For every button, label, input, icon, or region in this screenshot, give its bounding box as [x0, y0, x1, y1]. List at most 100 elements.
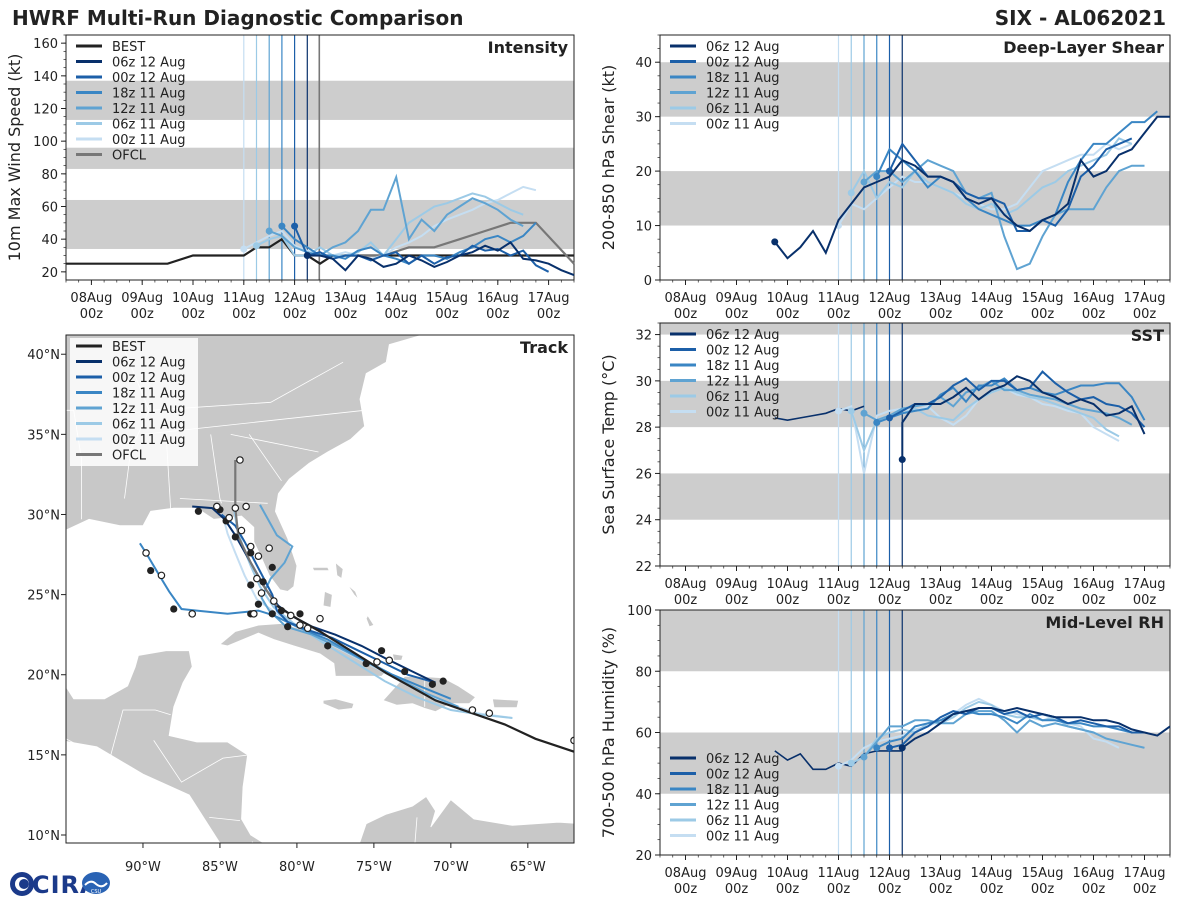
track-legend-label: BEST	[112, 340, 145, 355]
rh-xtick-hour: 00z	[878, 882, 902, 897]
intensity-legend-label: OFCL	[112, 149, 147, 164]
rh-run-start-1	[886, 744, 893, 752]
track-position-open	[242, 502, 250, 511]
rh-ytick-label: 100	[627, 604, 652, 619]
georgia-sc-border	[248, 434, 282, 482]
rh-run-start-5	[835, 762, 842, 770]
rh-xtick-day: 16Aug	[1073, 866, 1115, 881]
rh-xtick-hour: 00z	[827, 882, 851, 897]
sst-xtick-day: 10Aug	[767, 577, 809, 592]
sst-legend-label: 00z 12 Aug	[706, 344, 780, 359]
shear-ytick-label: 10	[635, 220, 652, 235]
shear-xtick-day: 16Aug	[1073, 291, 1115, 306]
land-mexico-central-america	[66, 650, 306, 843]
intensity-legend-label: 00z 12 Aug	[112, 71, 186, 86]
intensity-xtick-hour: 00z	[181, 307, 205, 322]
rh-panel: 2040608010008Aug00z09Aug00z10Aug00z11Aug…	[599, 604, 1171, 897]
shear-band-0	[660, 171, 1170, 226]
intensity-run-start-1	[291, 222, 299, 230]
shear-legend-label: 06z 11 Aug	[706, 102, 780, 117]
track-frame	[65, 334, 575, 844]
track-position-filled	[362, 659, 370, 668]
track-legend-label: 06z 11 Aug	[112, 418, 186, 433]
intensity-xtick-day: 15Aug	[426, 291, 468, 306]
sst-legend-label: 06z 11 Aug	[706, 390, 780, 405]
intensity-xtick-hour: 00z	[435, 307, 459, 322]
track-position-open	[236, 456, 244, 464]
shear-run-start-0	[771, 238, 779, 246]
intensity-run-start-5	[240, 245, 248, 253]
shear-xtick-hour: 00z	[827, 307, 851, 322]
track-position-filled	[401, 667, 409, 676]
rh-title: Mid-Level RH	[1045, 613, 1164, 632]
shear-xtick-hour: 00z	[776, 307, 800, 322]
track-position-filled	[428, 680, 436, 688]
shear-legend-label: 12z 11 Aug	[706, 87, 780, 102]
rh-xtick-day: 17Aug	[1124, 866, 1166, 881]
intensity-run-start-2	[278, 222, 286, 230]
rh-run-line-1	[889, 707, 1145, 749]
track-position-filled	[268, 563, 276, 571]
florida-border	[179, 498, 268, 504]
track-position-filled	[194, 507, 202, 515]
sst-xtick-hour: 00z	[878, 593, 902, 608]
shear-run-start-3	[860, 178, 868, 186]
shear-run-line-0	[774, 115, 1170, 260]
track-position-filled	[259, 578, 267, 586]
rh-xtick-day: 14Aug	[971, 866, 1013, 881]
intensity-run-line-4	[256, 192, 524, 258]
track-position-filled	[439, 677, 447, 685]
intensity-legend-label: BEST	[112, 40, 145, 55]
rh-run-line-2	[876, 710, 1145, 749]
rh-xtick-day: 08Aug	[665, 866, 707, 881]
track-position-open	[270, 597, 278, 605]
rh-xtick-day: 15Aug	[1022, 866, 1064, 881]
sst-ytick-label: 30	[635, 375, 652, 390]
sst-legend-label: 12z 11 Aug	[706, 375, 780, 390]
track-lon-label: 90°W	[125, 860, 161, 875]
honduras-border	[153, 740, 250, 783]
land-inagua	[391, 653, 404, 661]
track-lon-label: 85°W	[202, 860, 238, 875]
track-position-open	[250, 610, 258, 618]
intensity-ytick-label: 100	[33, 135, 58, 150]
nicaragua-border	[209, 817, 241, 821]
sst-xtick-day: 15Aug	[1022, 577, 1064, 592]
track-position-open	[468, 706, 477, 714]
shear-band-1	[660, 62, 1170, 117]
track-lat-label: 20°N	[27, 669, 60, 684]
track-position-open	[286, 611, 295, 620]
sst-xtick-day: 11Aug	[818, 577, 860, 592]
intensity-xtick-hour: 00z	[232, 307, 256, 322]
track-position-open	[373, 658, 381, 666]
intensity-run-line-0	[307, 241, 575, 277]
nc-sc-border	[230, 434, 319, 453]
intensity-ytick-label: 20	[41, 266, 58, 281]
intensity-run-line-1	[293, 225, 550, 273]
track-best-line	[276, 604, 574, 753]
storm-id: SIX - AL062021	[994, 6, 1166, 30]
sst-xtick-hour: 00z	[776, 593, 800, 608]
intensity-run-line-5	[243, 185, 537, 260]
sst-run-start-4	[847, 407, 855, 415]
rh-xtick-day: 09Aug	[716, 866, 758, 881]
sst-legend-label: 06z 12 Aug	[706, 328, 780, 343]
intensity-xtick-day: 12Aug	[274, 291, 316, 306]
shear-xtick-day: 13Aug	[920, 291, 962, 306]
shear-xtick-day: 10Aug	[767, 291, 809, 306]
track-legend-label: 06z 12 Aug	[112, 356, 186, 371]
sst-xtick-hour: 00z	[980, 593, 1004, 608]
sst-run-line-1	[889, 370, 1146, 428]
sst-ytick-label: 32	[635, 329, 652, 344]
rh-xtick-day: 10Aug	[767, 866, 809, 881]
sst-title: SST	[1131, 326, 1164, 345]
track-position-open	[213, 502, 221, 511]
intensity-ytick-label: 40	[41, 233, 58, 248]
track-position-filled	[324, 642, 332, 650]
intensity-ytick-label: 160	[33, 37, 58, 52]
track-legend-label: 12z 11 Aug	[112, 402, 186, 417]
